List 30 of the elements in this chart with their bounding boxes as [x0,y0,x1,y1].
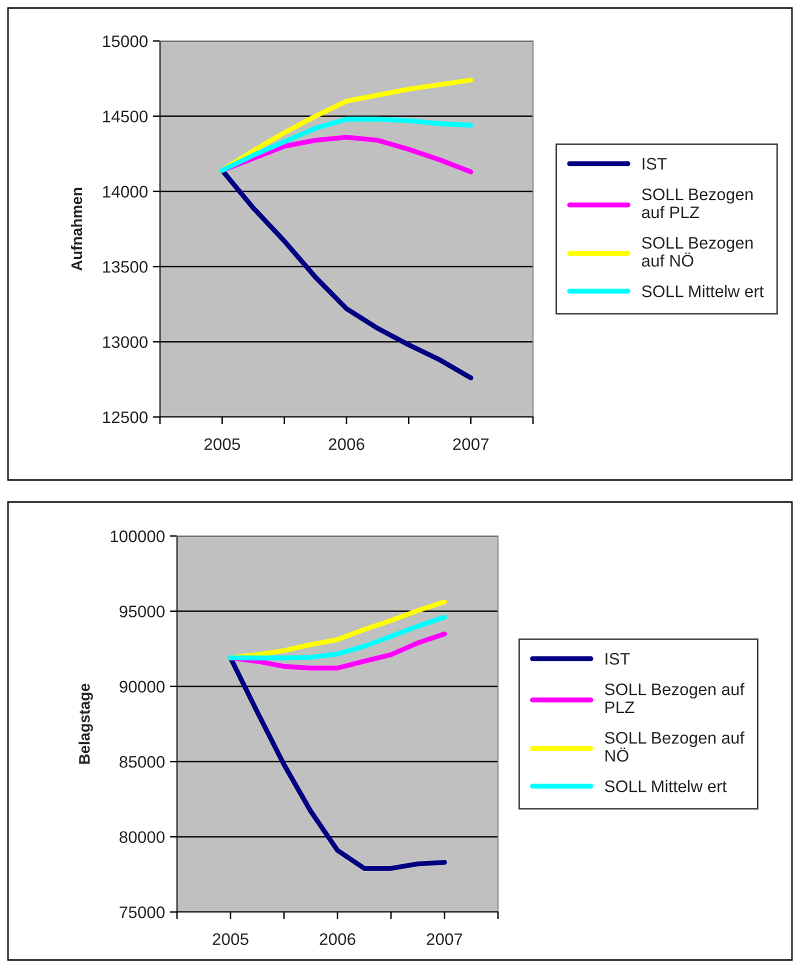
x-tick-label: 2005 [204,438,240,450]
legend-label: SOLL Bezogen auf PLZ [642,188,753,218]
legend-label: SOLL Bezogen auf PLZ [604,683,744,714]
y-tick-label: 85000 [120,756,165,768]
y-tick-label: 15000 [103,35,148,48]
x-tick-label: 2005 [212,933,248,946]
line-series [228,614,447,660]
y-tick-label: 14500 [103,110,148,122]
y-tick-label: 75000 [120,906,165,918]
legend-label: SOLL Bezogen auf NÖ [604,732,744,762]
y-tick-label: 95000 [120,606,165,618]
y-tick-label: 80000 [120,831,165,844]
legend-label: SOLL Bezogen auf NÖ [642,236,753,267]
y-tick-label: 14000 [103,186,148,198]
line-series [220,116,474,173]
y-tick-label: 90000 [120,680,165,693]
y-axis-title: Aufnahmen [70,188,82,271]
x-tick-label: 2007 [453,438,489,450]
legend-label: IST [606,652,630,665]
x-tick-label: 2007 [426,933,462,946]
legend-label: SOLL Mittelw ert [642,284,764,298]
y-axis-title: Belagstage [78,684,93,764]
y-tick-label: 12500 [103,411,148,424]
x-tick-label: 2006 [320,933,356,946]
x-tick-label: 2006 [328,438,364,450]
y-tick-label: 13000 [103,336,148,348]
legend-label: IST [642,158,667,170]
y-tick-label: 13500 [103,261,148,273]
y-tick-label: 100000 [110,530,165,542]
legend-label: SOLL Mittelw ert [604,780,727,792]
